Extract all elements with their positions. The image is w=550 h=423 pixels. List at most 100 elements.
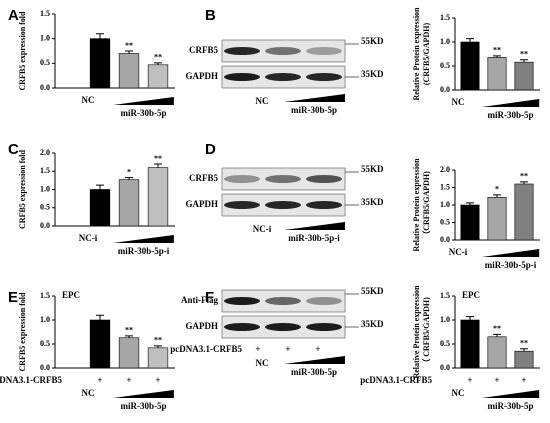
significance-label: ** (520, 50, 528, 59)
error-bar (466, 316, 474, 320)
significance-label: * (495, 185, 499, 194)
row-label: pcDNA3.1-CRFB5 (360, 375, 432, 385)
bar (514, 350, 534, 369)
blot-band (265, 73, 301, 81)
row-mark: + (467, 375, 472, 385)
group-label: miR-30b-5p-i (288, 233, 340, 243)
y-tick-label: 0.5 (40, 58, 50, 67)
y-axis-label: CRFB5 expression fold (18, 149, 27, 229)
gradient-triangle (481, 99, 540, 107)
blot-band (306, 47, 342, 55)
x-tick-label: NC (452, 97, 465, 107)
blot-band (265, 323, 301, 331)
bar (118, 179, 140, 227)
panel-letter: C (8, 141, 19, 158)
row-mark: + (494, 375, 499, 385)
y-tick-label: 0.0 (440, 85, 450, 94)
y-axis-label: （CRFB5/GAPDH) (421, 171, 431, 239)
blot-band (224, 323, 260, 331)
group-label: miR-30b-5p (291, 367, 337, 377)
panel-letter: B (205, 7, 216, 24)
significance-label: ** (493, 46, 501, 55)
y-tick-label: 2.0 (440, 165, 450, 174)
bar (514, 183, 534, 241)
blot-band (224, 73, 260, 81)
row-mark: + (285, 344, 290, 354)
row-mark: + (126, 375, 131, 385)
significance-label: ** (520, 172, 528, 181)
x-label: NC (256, 358, 269, 368)
error-bar (520, 348, 528, 352)
y-tick-label: 0.5 (40, 203, 50, 212)
blot-row-label: GAPDH (186, 321, 219, 331)
significance-label: ** (125, 41, 133, 50)
y-tick-label: 0.5 (440, 339, 450, 348)
x-label: NC (256, 96, 269, 106)
bar (118, 337, 140, 369)
panel-letter: D (205, 141, 216, 158)
y-tick-label: 0.0 (40, 83, 50, 92)
error-bar (96, 33, 104, 39)
error-bar (520, 59, 528, 63)
y-tick-label: 1.5 (440, 13, 450, 22)
y-tick-label: 1.0 (440, 315, 450, 324)
y-tick-label: 0.0 (440, 363, 450, 372)
blot-band (265, 201, 301, 209)
panel-letter: F (205, 289, 214, 306)
y-tick-label: 0.0 (440, 235, 450, 244)
y-axis-label: Relative Protein expression (412, 7, 421, 101)
y-tick-label: 1.5 (40, 291, 50, 300)
gradient-triangle (284, 222, 345, 230)
significance-label: ** (493, 324, 501, 333)
group-label: miR-30b-5p (120, 401, 166, 411)
panel-letter: A (8, 7, 19, 24)
bar (487, 197, 507, 241)
error-bar (493, 194, 501, 198)
y-tick-label: 1.5 (40, 166, 50, 175)
y-axis-label: (CRFB5/GAPDH) (422, 23, 431, 86)
bar (89, 319, 111, 369)
error-bar (466, 202, 474, 205)
x-tick-label: NC-i (449, 247, 468, 257)
blot-band (265, 47, 301, 55)
marker-label: 55KD (361, 36, 384, 46)
gradient-triangle (481, 249, 540, 257)
y-tick-label: 1.0 (40, 315, 50, 324)
gradient-triangle (481, 390, 540, 398)
blot-row-label: CRFB5 (189, 173, 218, 183)
row-label: pcDNA3.1-CRFB5 (170, 344, 242, 354)
bar (460, 319, 480, 369)
significance-label: * (127, 167, 131, 176)
y-tick-label: 0.5 (40, 339, 50, 348)
row-mark: + (255, 344, 260, 354)
gradient-triangle (113, 390, 174, 398)
error-bar (493, 333, 501, 337)
row-mark: + (521, 375, 526, 385)
gradient-triangle (284, 356, 345, 364)
group-label: miR-30b-5p-i (485, 260, 537, 270)
bar (487, 57, 507, 91)
y-tick-label: 1.5 (440, 182, 450, 191)
row-mark: + (315, 344, 320, 354)
panel-letter: E (8, 289, 18, 306)
gradient-triangle (113, 235, 174, 243)
x-tick-label: NC (452, 388, 465, 398)
y-tick-label: 1.0 (40, 184, 50, 193)
y-axis-label: CRFB5 expression fold (18, 292, 27, 372)
blot-band (224, 297, 260, 305)
bar (514, 61, 534, 91)
bar (147, 167, 169, 227)
marker-label: 35KD (361, 197, 384, 207)
y-tick-label: 1.5 (440, 291, 450, 300)
marker-label: 35KD (361, 319, 384, 329)
bar (147, 64, 169, 89)
group-label: miR-30b-5p (291, 105, 337, 115)
bar (118, 53, 140, 89)
error-bar (125, 176, 133, 180)
bar (147, 347, 169, 369)
group-label: miR-30b-5p-i (118, 246, 170, 256)
blot-band (306, 297, 342, 305)
y-tick-label: 0.0 (40, 363, 50, 372)
error-bar (96, 314, 104, 320)
y-tick-label: 1.0 (40, 33, 50, 42)
